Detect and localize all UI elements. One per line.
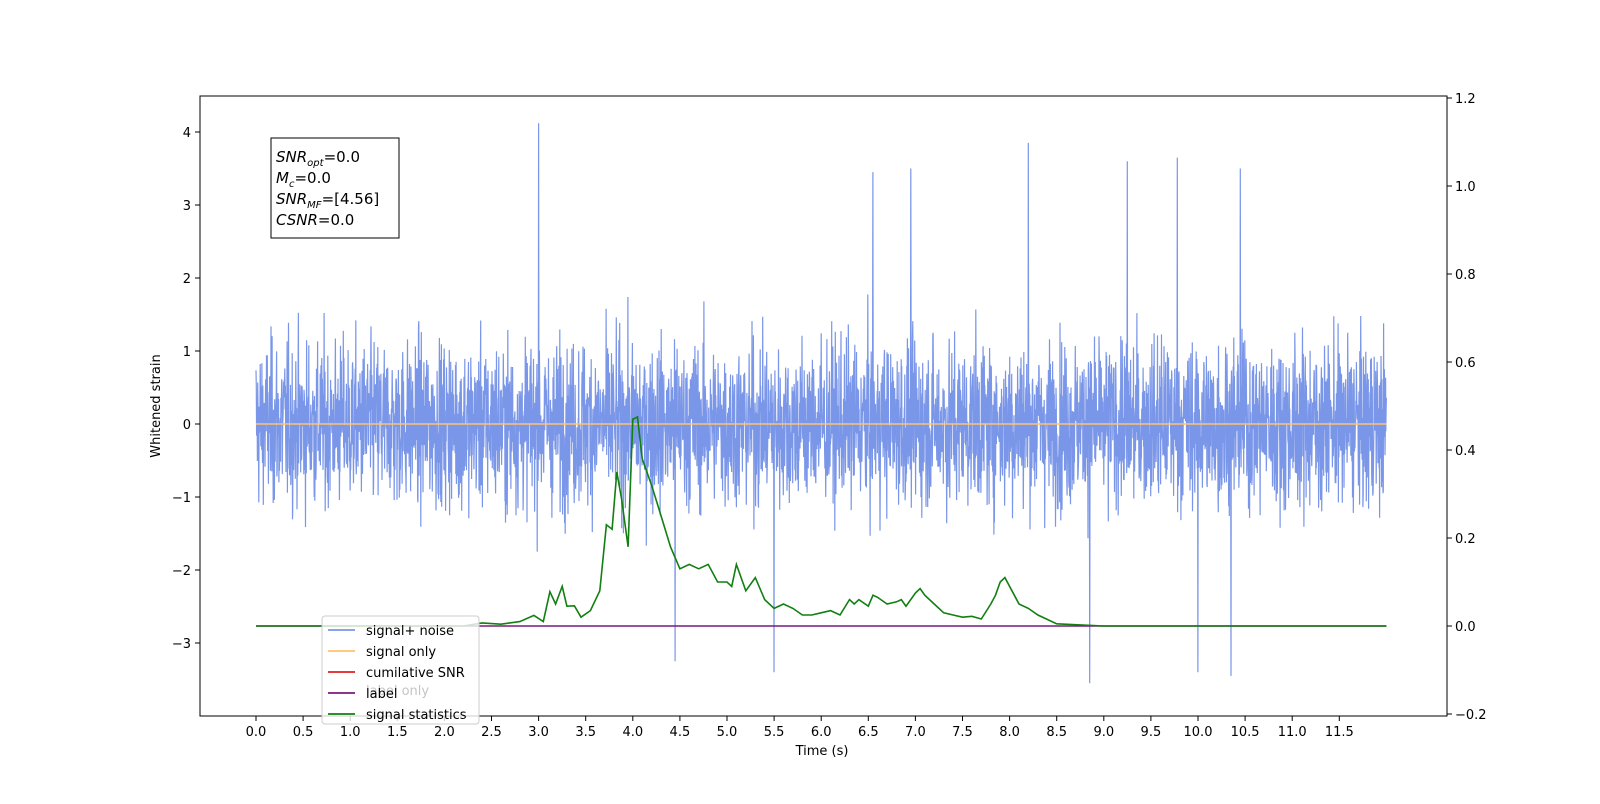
- legend-frame: [321, 615, 480, 725]
- annotation-line: SNRopt=0.0: [276, 148, 360, 169]
- signal-noise-series: [255, 123, 1387, 684]
- annotation-subscript: MF: [307, 200, 322, 211]
- annotation-value: =0.0: [324, 148, 360, 166]
- legend-ghost-text: label only: [366, 684, 429, 699]
- annotation-symbol: CSNR: [276, 211, 318, 229]
- x-tick-label: 10.5: [1231, 725, 1260, 740]
- annotation-line: SNRMF=[4.56]: [276, 190, 379, 211]
- x-tick-label: 10.0: [1184, 725, 1213, 740]
- legend-label: label: [366, 687, 397, 702]
- annotation-subscript: opt: [307, 158, 324, 169]
- legend-label: signal statistics: [366, 708, 467, 723]
- annotation-value: =0.0: [294, 169, 330, 187]
- legend: label only signal+ noise signal only cumil…: [321, 615, 480, 725]
- annotation-value: =[4.56]: [322, 190, 380, 208]
- legend-entries: signal+ noise signal only cumilative SNR la…: [328, 624, 467, 723]
- x-tick-label: 6.5: [858, 725, 879, 740]
- y-left-tick-label: 3: [183, 199, 191, 214]
- x-tick-label: 11.5: [1325, 725, 1354, 740]
- annotation-line: Mc=0.0: [276, 169, 331, 190]
- x-tick-label: 3.0: [528, 725, 549, 740]
- annotation-value: =0.0: [318, 211, 354, 229]
- y-axis-right: 1.2 1.0 0.8 0.6 0.4 0.2 0.0 −0.2: [1447, 92, 1487, 723]
- legend-label: cumilative SNR: [366, 666, 465, 681]
- x-tick-label: 0.5: [293, 725, 314, 740]
- y-right-tick-label: 0.2: [1455, 532, 1476, 547]
- annotation-symbol: SNR: [276, 148, 307, 166]
- y-right-tick-label: 0.6: [1455, 356, 1476, 371]
- y-left-tick-label: 1: [183, 345, 191, 360]
- x-tick-label: 2.5: [481, 725, 502, 740]
- y-axis-left: 4 3 2 1 0 −1 −2 −3: [172, 126, 200, 652]
- x-tick-label: 3.5: [575, 725, 596, 740]
- x-tick-label: 5.5: [764, 725, 785, 740]
- y-left-tick-label: −2: [172, 564, 191, 579]
- y-right-tick-label: 0.8: [1455, 268, 1476, 283]
- x-tick-label: 8.5: [1046, 725, 1067, 740]
- y-left-tick-label: −1: [172, 491, 191, 506]
- annotation-line: CSNR=0.0: [276, 211, 354, 229]
- y-right-tick-label: 1.0: [1455, 180, 1476, 195]
- x-tick-label: 9.5: [1141, 725, 1162, 740]
- annotation-symbol: M: [276, 169, 289, 187]
- y-right-tick-label: −0.2: [1455, 708, 1487, 723]
- x-tick-label: 2.0: [434, 725, 455, 740]
- plot-frame: [199, 95, 1448, 717]
- signal-noise-line: [255, 123, 1387, 684]
- y-axis-label-left: Whitened strain: [149, 354, 164, 457]
- x-tick-label: 1.5: [387, 725, 408, 740]
- x-tick-label: 4.5: [670, 725, 691, 740]
- x-tick-label: 7.0: [905, 725, 926, 740]
- y-right-tick-label: 0.0: [1455, 620, 1476, 635]
- y-left-tick-label: 4: [183, 126, 191, 141]
- x-tick-label: 0.0: [246, 725, 267, 740]
- y-left-tick-label: 2: [183, 272, 191, 287]
- y-left-tick-label: −3: [172, 637, 191, 652]
- x-tick-label: 6.0: [811, 725, 832, 740]
- y-right-tick-label: 1.2: [1455, 92, 1476, 107]
- legend-label: signal+ noise: [366, 624, 454, 639]
- x-tick-label: 7.5: [952, 725, 973, 740]
- legend-label: signal only: [366, 645, 436, 660]
- y-right-tick-label: 0.4: [1455, 444, 1476, 459]
- x-axis-label: Time (s): [795, 744, 849, 759]
- annotation-symbol: SNR: [276, 190, 307, 208]
- y-left-tick-label: 0: [183, 418, 191, 433]
- x-tick-label: 5.0: [717, 725, 738, 740]
- signal-statistics-line: [256, 415, 1387, 627]
- x-tick-label: 11.0: [1278, 725, 1307, 740]
- x-tick-label: 8.0: [999, 725, 1020, 740]
- x-tick-label: 9.0: [1093, 725, 1114, 740]
- annotation-frame: [270, 137, 400, 239]
- x-axis: 0.0 0.5 1.0 1.5 2.0 2.5 3.0 3.5 4.0 4.5 5.0 5.5 6.0 6…: [246, 716, 1354, 740]
- annotation-subscript: c: [289, 179, 295, 190]
- x-tick-label: 1.0: [340, 725, 361, 740]
- x-tick-label: 4.0: [622, 725, 643, 740]
